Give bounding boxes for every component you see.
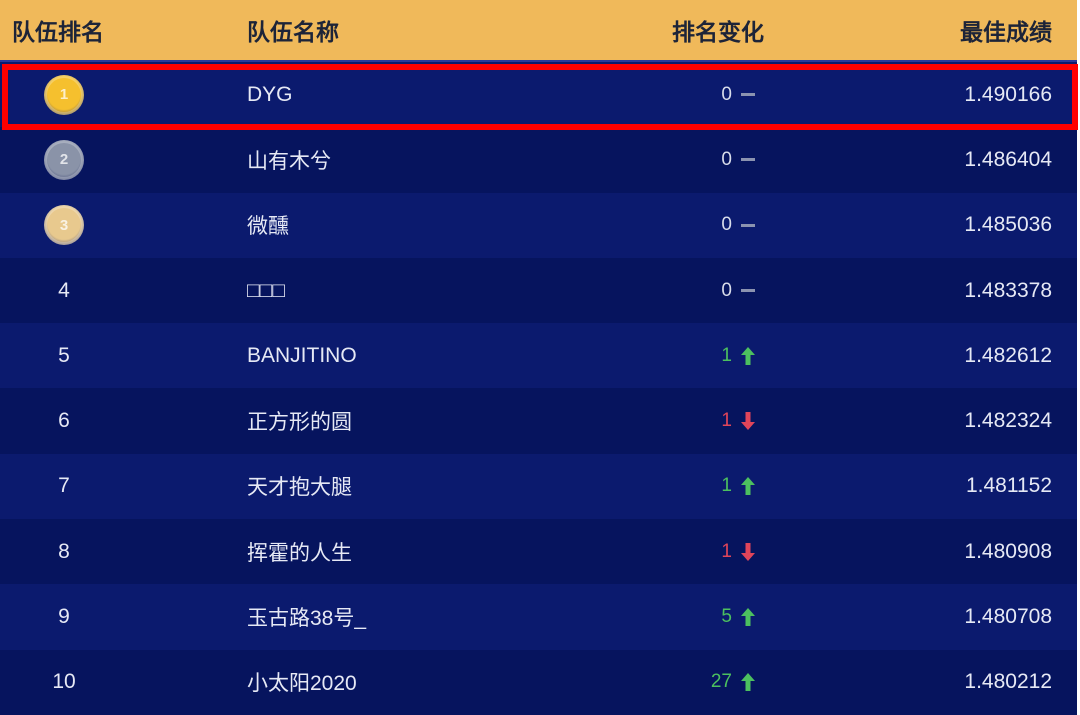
rank-number: 3 <box>59 216 69 234</box>
rank-cell: 5 <box>0 344 128 368</box>
rank-number: 4 <box>58 278 70 302</box>
rank-number: 8 <box>58 539 70 563</box>
table-row[interactable]: 6 正方形的圆 1 1.482324 <box>0 388 1077 454</box>
rank-change-cell: 0 <box>528 214 898 236</box>
rank-cell: 9 <box>0 605 128 629</box>
team-name: 正方形的圆 <box>247 411 352 435</box>
rank-change-value: 1 <box>721 344 732 366</box>
rank-change-cell: 0 <box>528 149 898 171</box>
team-name: DYG <box>247 82 293 106</box>
rank-change-value: 0 <box>721 83 732 105</box>
arrow-up-icon <box>741 673 755 692</box>
best-score: 1.486404 <box>964 147 1052 171</box>
best-score: 1.490166 <box>964 82 1052 106</box>
arrow-up-icon <box>741 346 755 365</box>
no-change-dash-icon <box>741 158 755 162</box>
team-name: 山有木兮 <box>247 149 331 173</box>
team-name: 玉古路38号_ <box>247 607 367 631</box>
header-name: 队伍名称 <box>247 19 339 45</box>
rank-number: 1 <box>59 86 69 104</box>
table-row[interactable]: 7 天才抱大腿 1 1.481152 <box>0 453 1077 520</box>
arrow-up-icon <box>741 477 755 496</box>
no-change-dash-icon <box>741 93 755 97</box>
rank-change-value: 0 <box>721 148 732 170</box>
rank-change-cell: 27 <box>528 671 898 693</box>
header-score: 最佳成绩 <box>960 19 1052 45</box>
bronze-medal-icon: 3 <box>44 205 84 246</box>
table-row[interactable]: 3 微醺 0 1.485036 <box>0 192 1077 258</box>
rank-change-cell: 1 <box>528 475 898 497</box>
rank-change-value: 5 <box>721 606 732 628</box>
rank-change-cell: 0 <box>528 84 898 106</box>
table-row[interactable]: 10 小太阳2020 27 1.480212 <box>0 649 1077 715</box>
table-row[interactable]: 9 玉古路38号_ 5 1.480708 <box>0 584 1077 650</box>
rank-number: 9 <box>58 605 70 629</box>
best-score: 1.481152 <box>965 474 1052 498</box>
rank-number: 7 <box>58 474 70 498</box>
rank-number: 5 <box>58 343 70 367</box>
rank-change-cell: 1 <box>528 345 898 367</box>
rank-number: 2 <box>59 151 69 169</box>
table-row[interactable]: 8 挥霍的人生 1 1.480908 <box>0 519 1077 585</box>
rank-number: 6 <box>58 409 70 433</box>
best-score: 1.480908 <box>964 539 1052 563</box>
rank-cell: 10 <box>0 670 128 694</box>
rank-change-value: 1 <box>721 475 732 497</box>
team-name: 微醺 <box>247 215 289 239</box>
rank-cell: 2 <box>0 139 128 180</box>
header-change: 排名变化 <box>672 19 764 45</box>
rank-change-value: 27 <box>710 671 732 693</box>
no-change-dash-icon <box>741 289 755 293</box>
best-score: 1.485036 <box>964 213 1052 237</box>
team-name: 挥霍的人生 <box>247 541 352 565</box>
best-score: 1.483378 <box>964 278 1052 302</box>
no-change-dash-icon <box>741 223 755 227</box>
rank-change-cell: 5 <box>528 606 898 628</box>
rank-change-cell: 1 <box>528 541 898 563</box>
rank-cell: 6 <box>0 409 128 433</box>
rank-change-cell: 0 <box>528 280 898 302</box>
table-row[interactable]: 4 □□□ 0 1.483378 <box>0 257 1077 324</box>
table-row[interactable]: 2 山有木兮 0 1.486404 <box>0 127 1077 193</box>
team-name: □□□ <box>247 278 286 302</box>
table-body: 1 DYG 0 1.490166 2 山有木兮 0 1.486404 3 微醺 0 … <box>0 62 1077 715</box>
rank-cell: 3 <box>0 205 128 246</box>
best-score: 1.482324 <box>964 409 1052 433</box>
team-name: 天才抱大腿 <box>247 476 352 500</box>
table-row[interactable]: 1 DYG 0 1.490166 <box>0 62 1077 128</box>
team-name: BANJITINO <box>247 343 357 367</box>
silver-medal-icon: 2 <box>44 139 84 180</box>
rank-cell: 4 <box>0 279 128 303</box>
rank-cell: 1 <box>0 74 128 115</box>
best-score: 1.480212 <box>964 670 1052 694</box>
rank-change-value: 1 <box>721 540 732 562</box>
rank-change-value: 0 <box>721 214 732 236</box>
table-row[interactable]: 5 BANJITINO 1 1.482612 <box>0 323 1077 389</box>
rank-change-cell: 1 <box>528 410 898 432</box>
header-rank: 队伍排名 <box>12 19 104 45</box>
team-name: 小太阳2020 <box>247 672 357 696</box>
best-score: 1.480708 <box>964 605 1052 629</box>
arrow-down-icon <box>741 412 755 431</box>
gold-medal-icon: 1 <box>44 74 84 115</box>
arrow-down-icon <box>741 542 755 561</box>
rank-cell: 7 <box>0 474 128 498</box>
rank-change-value: 1 <box>721 410 732 432</box>
rank-change-value: 0 <box>721 279 732 301</box>
rank-number: 10 <box>52 670 76 694</box>
table-header: 队伍排名 队伍名称 排名变化 最佳成绩 <box>0 0 1077 62</box>
arrow-up-icon <box>741 608 755 627</box>
rank-cell: 8 <box>0 540 128 564</box>
best-score: 1.482612 <box>964 343 1052 367</box>
